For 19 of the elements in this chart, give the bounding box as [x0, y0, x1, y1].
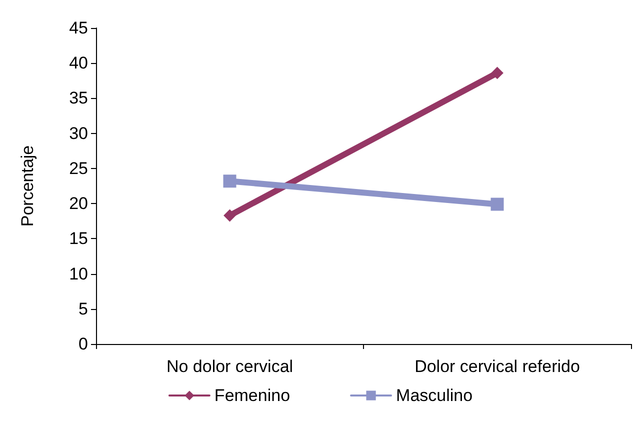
y-tick-label: 10	[69, 264, 88, 284]
y-tick-label: 35	[69, 88, 88, 108]
y-tick-label: 30	[69, 124, 88, 143]
y-tick-label: 40	[69, 54, 88, 73]
legend-label: Masculino	[396, 386, 473, 405]
point	[224, 209, 236, 222]
x-tick-label: No dolor cervical	[166, 357, 294, 376]
y-tick-label: 5	[78, 299, 88, 318]
x-tick-label: Dolor cervical referido	[414, 357, 580, 376]
point	[223, 174, 236, 188]
y-tick-label: 45	[69, 18, 88, 38]
y-tick-label: 25	[69, 158, 88, 178]
y-tick-label: 15	[69, 229, 88, 248]
y-axis-title: Porcentaje	[18, 145, 37, 227]
point	[490, 198, 504, 211]
point	[491, 66, 504, 79]
legend-label: Femenino	[214, 386, 290, 405]
y-tick-label: 20	[69, 194, 88, 214]
y-tick-label: 0	[78, 334, 88, 354]
